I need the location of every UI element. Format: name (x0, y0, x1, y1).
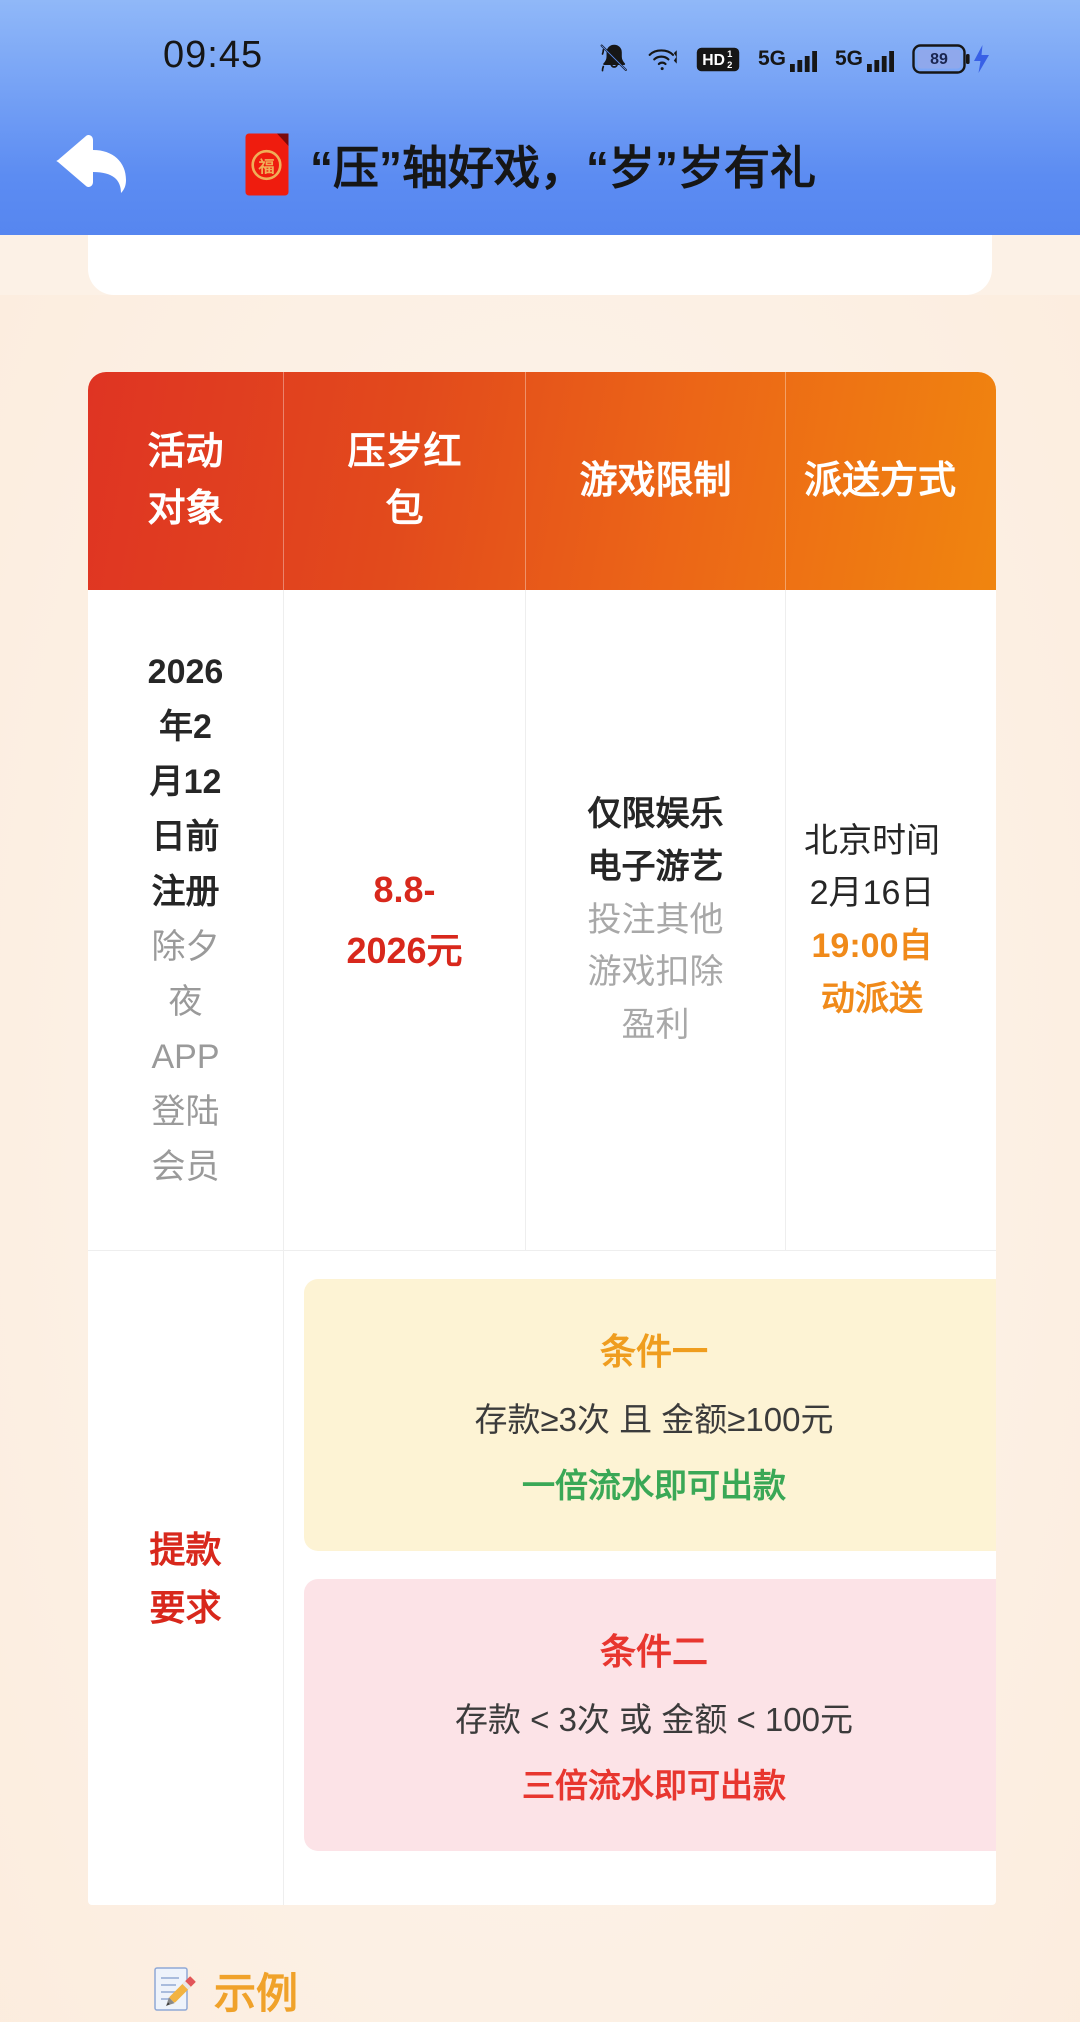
svg-text:福: 福 (257, 157, 274, 176)
svg-text:HD: HD (702, 52, 725, 69)
svg-text:2: 2 (727, 59, 732, 70)
svg-text:89: 89 (930, 51, 948, 68)
svg-text:1: 1 (727, 48, 732, 59)
